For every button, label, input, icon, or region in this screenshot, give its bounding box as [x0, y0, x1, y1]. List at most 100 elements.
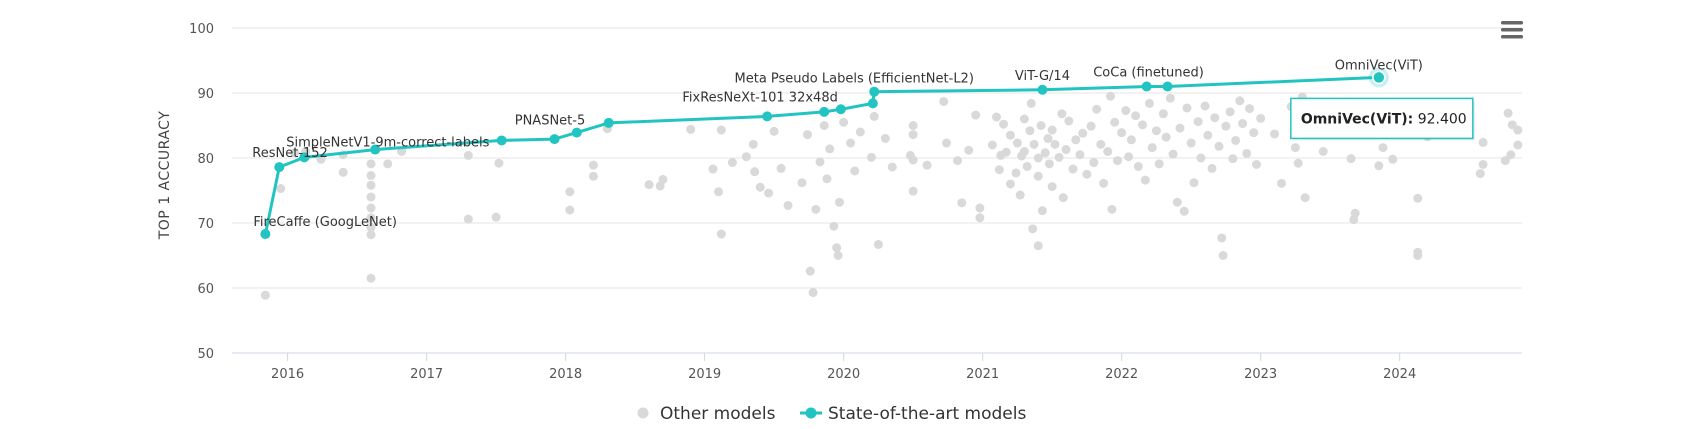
other-model-point	[1054, 152, 1064, 162]
other-model-point	[565, 187, 575, 197]
other-model-point	[922, 160, 932, 170]
sota-point	[603, 117, 614, 128]
other-model-point	[1138, 120, 1148, 130]
other-model-point	[1117, 128, 1127, 138]
other-model-point	[1033, 241, 1043, 251]
y-tick-label: 60	[197, 282, 214, 297]
other-model-point	[1182, 103, 1192, 113]
legend: Other models State-of-the-art models	[637, 404, 1026, 424]
other-model-point	[1478, 137, 1488, 147]
other-model-point	[764, 188, 774, 198]
other-model-point	[1506, 150, 1516, 160]
other-model-point	[908, 186, 918, 196]
y-axis-ticks: 50 60 70 80 90 100	[189, 22, 214, 362]
annotation-label: Meta Pseudo Labels (EfficientNet-L2)	[735, 72, 974, 87]
tooltip-model-name: OmniVec(ViT):	[1301, 111, 1413, 127]
other-model-point	[1099, 178, 1109, 188]
x-tick-label: 2023	[1244, 367, 1277, 382]
other-model-point	[755, 182, 765, 192]
other-model-point	[1475, 169, 1485, 179]
other-model-point	[1078, 128, 1088, 138]
other-model-point	[1040, 148, 1050, 158]
other-model-point	[1044, 159, 1054, 169]
other-model-point	[1121, 106, 1131, 116]
other-model-point	[1110, 117, 1120, 127]
other-model-point	[494, 158, 504, 168]
other-model-point	[866, 152, 876, 162]
other-model-point	[1140, 175, 1150, 185]
sota-point	[571, 127, 582, 138]
sota-point	[274, 162, 285, 173]
other-model-point	[797, 178, 807, 188]
other-model-point	[832, 243, 842, 253]
annotation-label: ResNet-152	[252, 146, 328, 161]
other-model-point	[964, 145, 974, 155]
other-model-point	[1203, 130, 1213, 140]
x-tick-label: 2024	[1383, 367, 1416, 382]
other-model-point	[1092, 104, 1102, 114]
other-model-point	[953, 156, 963, 166]
other-model-point	[1193, 117, 1203, 127]
other-model-point	[1061, 145, 1071, 155]
other-model-point	[1037, 206, 1047, 216]
other-model-point	[1172, 197, 1182, 207]
other-model-point	[1217, 233, 1227, 243]
other-model-point	[971, 110, 981, 120]
other-model-point	[839, 117, 849, 127]
other-model-point	[957, 198, 967, 208]
other-model-point	[1196, 153, 1206, 163]
other-model-point	[769, 126, 779, 136]
other-model-point	[463, 150, 473, 160]
other-model-point	[1015, 190, 1025, 200]
legend-sota-marker	[805, 407, 817, 419]
other-model-point	[846, 138, 856, 148]
sota-point	[835, 104, 846, 115]
other-model-point	[992, 112, 1002, 122]
other-model-point	[1033, 171, 1043, 181]
other-model-point	[366, 273, 376, 283]
other-model-point	[1161, 132, 1171, 142]
other-model-point	[1210, 113, 1220, 123]
other-model-point	[1513, 125, 1523, 135]
other-model-point	[1126, 135, 1136, 145]
y-axis-label: TOP 1 ACCURACY	[157, 111, 173, 241]
annotation-label: FireCaffe (GoogLeNet)	[253, 215, 397, 230]
other-model-point	[1251, 160, 1261, 169]
annotation-label: SimpleNetV1-9m-correct-labels	[286, 135, 489, 150]
other-model-point	[1242, 148, 1252, 158]
other-model-point	[1005, 179, 1015, 189]
other-model-point	[825, 144, 835, 154]
other-model-point	[716, 125, 726, 135]
sota-series	[260, 67, 1389, 240]
other-model-point	[1186, 138, 1196, 148]
annotation-label: OmniVec(ViT)	[1335, 58, 1423, 73]
hamburger-menu-icon[interactable]	[1501, 21, 1523, 39]
sota-point	[1372, 70, 1386, 85]
other-model-point	[1075, 150, 1085, 160]
sota-point	[1037, 84, 1048, 95]
other-model-point	[1011, 168, 1021, 178]
x-tick-label: 2016	[271, 367, 304, 382]
other-model-point	[1231, 135, 1241, 145]
other-model-point	[1413, 251, 1423, 260]
other-model-point	[366, 223, 376, 233]
other-model-point	[290, 148, 300, 158]
other-model-point	[776, 163, 786, 173]
other-model-point	[366, 230, 376, 240]
other-model-point	[366, 203, 376, 213]
other-model-point	[1221, 121, 1231, 131]
sota-point	[299, 152, 310, 163]
annotation-label: PNASNet-5	[515, 114, 586, 129]
other-model-point	[1151, 126, 1161, 136]
other-model-point	[834, 197, 844, 207]
other-model-point	[1103, 147, 1113, 156]
other-model-point	[1235, 96, 1245, 106]
other-model-point	[366, 159, 376, 169]
other-model-point	[1036, 121, 1046, 130]
other-model-point	[1001, 147, 1011, 157]
other-model-point	[1071, 135, 1081, 145]
other-model-point	[748, 139, 758, 149]
other-model-point	[1346, 154, 1356, 164]
sota-point	[549, 134, 560, 145]
